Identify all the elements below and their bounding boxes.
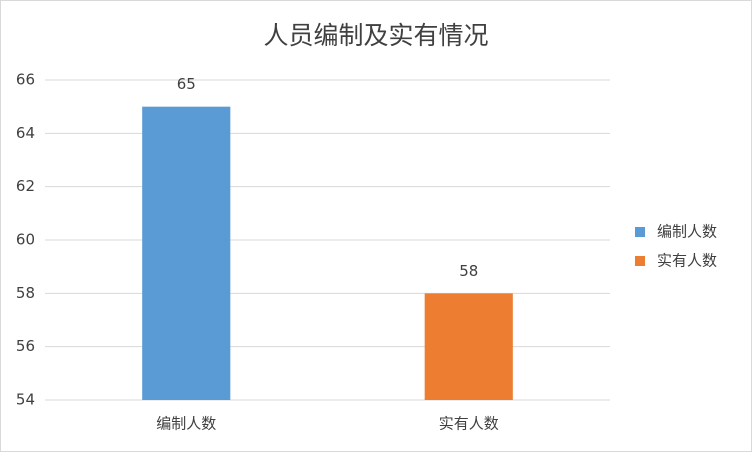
x-tick-label: 实有人数: [439, 415, 499, 433]
legend-label: 实有人数: [657, 252, 717, 270]
chart-title: 人员编制及实有情况: [263, 21, 488, 50]
legend-swatch: [635, 227, 645, 237]
legend-swatch: [635, 256, 645, 266]
bar: [142, 106, 231, 401]
legend-label: 编制人数: [657, 223, 717, 241]
y-tick-label: 56: [16, 337, 35, 355]
y-tick-label: 60: [16, 231, 35, 249]
bar: [424, 293, 513, 400]
y-tick-label: 64: [16, 124, 35, 142]
y-tick-label: 66: [16, 71, 35, 89]
data-label: 58: [459, 262, 478, 280]
y-tick-label: 58: [16, 284, 35, 302]
y-tick-label: 54: [16, 391, 35, 409]
y-tick-label: 62: [16, 177, 35, 195]
x-tick-label: 编制人数: [156, 415, 216, 433]
data-label: 65: [177, 75, 196, 93]
